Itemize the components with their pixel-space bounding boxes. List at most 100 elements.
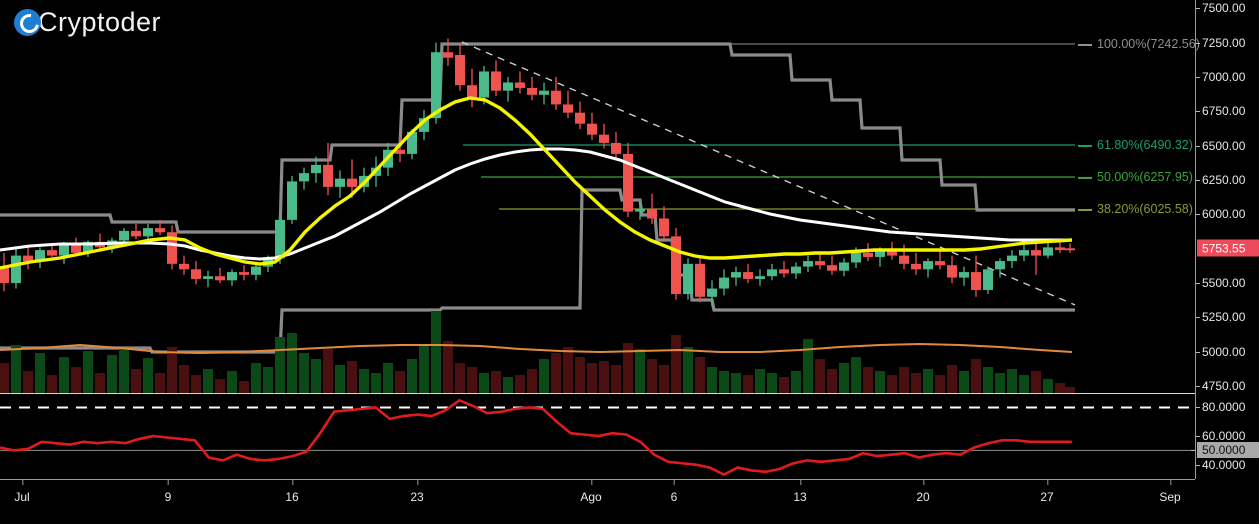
candle-body bbox=[1019, 250, 1029, 256]
candle-body bbox=[695, 263, 705, 297]
volume-bar bbox=[419, 345, 429, 393]
rsi-midline-badge[interactable]: 50.0000 bbox=[1191, 442, 1259, 459]
candle-body bbox=[659, 218, 669, 237]
volume-bar bbox=[515, 375, 525, 393]
volume-bar bbox=[755, 369, 765, 393]
volume-bar bbox=[299, 353, 309, 393]
candle-body bbox=[875, 251, 885, 257]
volume-bar bbox=[815, 359, 825, 393]
candle-body bbox=[251, 266, 261, 275]
fib-dash-icon bbox=[1078, 43, 1092, 46]
candle-body bbox=[59, 244, 69, 256]
candle-body bbox=[443, 52, 453, 58]
volume-bar bbox=[587, 363, 597, 393]
volume-bar bbox=[239, 381, 249, 393]
time-axis-tick: 9 bbox=[164, 480, 172, 504]
candle-body bbox=[551, 90, 561, 105]
candle-body bbox=[407, 131, 417, 154]
time-axis[interactable]: Jul 9 16 23 Ago 6 13 20 27 Sep bbox=[0, 479, 1195, 524]
volume-bar bbox=[935, 375, 945, 393]
candle-body bbox=[791, 266, 801, 274]
volume-bar bbox=[491, 371, 501, 393]
price-axis-tick: 5000.00 bbox=[1195, 344, 1246, 359]
candle-body bbox=[47, 250, 57, 256]
price-axis-tick: 7250.00 bbox=[1195, 35, 1246, 50]
volume-bar bbox=[431, 311, 441, 393]
candle-body bbox=[83, 241, 93, 253]
candle-body bbox=[599, 134, 609, 143]
volume-bar bbox=[623, 343, 633, 393]
candle-body bbox=[323, 164, 333, 187]
channel-lower-line bbox=[0, 188, 1075, 354]
volume-bar bbox=[203, 369, 213, 393]
candle-body bbox=[131, 230, 141, 237]
volume-bar bbox=[1019, 375, 1029, 393]
candle-body bbox=[995, 261, 1005, 270]
volume-bar bbox=[107, 355, 117, 393]
last-price-badge[interactable]: 5753.55 bbox=[1197, 239, 1259, 257]
volume-bar bbox=[167, 347, 177, 393]
candle-body bbox=[1031, 250, 1041, 256]
candle-body bbox=[287, 181, 297, 220]
volume-bar bbox=[695, 357, 705, 393]
volume-bar bbox=[1065, 387, 1075, 393]
volume-bar bbox=[1031, 371, 1041, 393]
candles bbox=[0, 38, 1075, 307]
candle-body bbox=[119, 230, 129, 241]
fib-dash-icon bbox=[1078, 144, 1092, 147]
volume-bar bbox=[35, 353, 45, 393]
price-axis-tick: 5500.00 bbox=[1195, 276, 1246, 291]
volume-bar bbox=[971, 359, 981, 393]
time-axis-tick: 13 bbox=[793, 480, 807, 504]
volume-bar bbox=[47, 375, 57, 393]
volume-bar bbox=[959, 371, 969, 393]
rsi-plot bbox=[0, 398, 1195, 477]
volume-bar bbox=[635, 349, 645, 393]
volume-bar bbox=[1007, 369, 1017, 393]
candle-body bbox=[647, 208, 657, 219]
volume-bar bbox=[899, 367, 909, 393]
volume-bar bbox=[311, 359, 321, 393]
candle-body bbox=[779, 269, 789, 274]
volume-bar bbox=[659, 365, 669, 393]
candle-body bbox=[155, 228, 165, 233]
volume-bar bbox=[911, 373, 921, 393]
candle-body bbox=[815, 261, 825, 266]
time-axis-tick: Sep bbox=[1159, 480, 1181, 504]
volume-bar bbox=[551, 353, 561, 393]
rsi-panel[interactable] bbox=[0, 396, 1195, 479]
circle-c-logo-icon bbox=[14, 8, 41, 36]
candle-body bbox=[191, 269, 201, 279]
volume-bar bbox=[839, 363, 849, 393]
volume-bar bbox=[563, 347, 573, 393]
candle-body bbox=[71, 244, 81, 253]
fib-label-100: 100.00%(7242.56) bbox=[1078, 37, 1200, 51]
volume-bar bbox=[779, 377, 789, 393]
fib-label-text: 38.20%(6025.58) bbox=[1097, 202, 1193, 216]
volume-bar bbox=[995, 373, 1005, 393]
volume-bar bbox=[767, 373, 777, 393]
fib-dash-icon bbox=[1078, 208, 1092, 211]
price-axis[interactable]: 7500.00 7250.00 7000.00 6750.00 6500.00 6250.… bbox=[1191, 0, 1259, 479]
volume-bar bbox=[155, 373, 165, 393]
candle-body bbox=[839, 262, 849, 271]
brand-name: Cryptoder bbox=[38, 6, 162, 37]
volume-bar bbox=[887, 375, 897, 393]
fib-label-text: 50.00%(6257.95) bbox=[1097, 170, 1193, 184]
volume-bar bbox=[275, 337, 285, 393]
candle-body bbox=[611, 142, 621, 154]
candle-body bbox=[1055, 247, 1065, 251]
volume-ma-line bbox=[0, 342, 1073, 355]
fib-label-text: 61.80%(6490.32) bbox=[1097, 138, 1193, 152]
price-chart-panel[interactable] bbox=[0, 0, 1195, 393]
channel-upper-line bbox=[0, 42, 1075, 234]
volume-bar bbox=[335, 365, 345, 393]
ma-slow-white-line bbox=[0, 147, 1072, 261]
volume-bar bbox=[71, 367, 81, 393]
panel-separator bbox=[0, 393, 1195, 394]
candle-body bbox=[11, 255, 21, 284]
candle-body bbox=[275, 219, 285, 259]
candle-body bbox=[335, 178, 345, 187]
candle-body bbox=[755, 276, 765, 279]
volume-bar bbox=[743, 375, 753, 393]
